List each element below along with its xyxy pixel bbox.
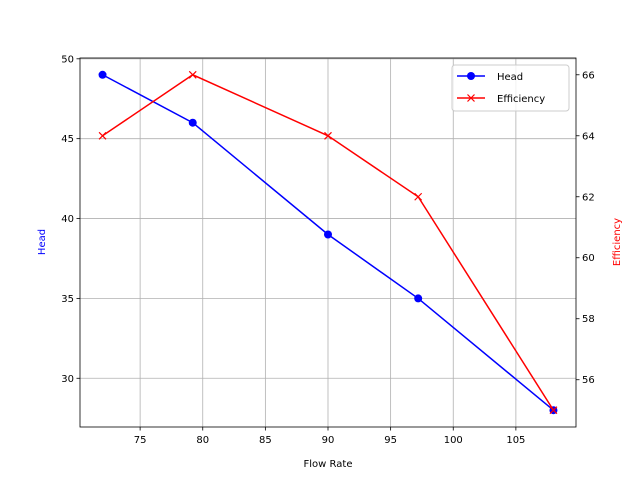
legend-efficiency-label: Efficiency [497,94,545,105]
y-tick-label-left: 45 [61,134,74,145]
head-point [414,294,423,303]
x-tick-label: 85 [259,435,272,446]
y-axis-label-left: Head [37,229,48,255]
y-tick-label-right: 62 [582,192,595,203]
y-tick-label-left: 35 [61,294,74,305]
x-tick-label: 75 [134,435,147,446]
x-mark-stroke [98,131,107,140]
x-mark-stroke [549,406,558,415]
head-point [188,118,197,127]
y-tick-label-right: 56 [582,375,595,386]
y-tick-label-right: 58 [582,314,595,325]
y-tick-label-left: 50 [61,54,74,65]
legend-efficiency-marker [467,94,475,102]
head-point [324,230,332,239]
efficiency-point [549,406,558,415]
x-mark-stroke [414,192,423,201]
x-tick-label: 80 [196,435,209,446]
ticks: 75 80 85 90 95 100 105 30 35 40 45 50 56 58 60 62 64 66 [61,54,594,446]
grid [80,58,576,427]
efficiency-point [414,192,423,201]
head-point [98,70,107,79]
x-tick-label: 100 [444,435,463,446]
legend-head-marker [467,72,475,80]
legend: Head Efficiency [451,64,570,112]
legend-head-label: Head [497,72,523,83]
x-tick-label: 95 [384,435,397,446]
x-mark-stroke [324,131,332,140]
x-mark-stroke [188,70,197,79]
y-tick-label-left: 30 [61,374,74,385]
efficiency-point [324,131,332,140]
series-layer [98,70,558,415]
y-tick-label-right: 64 [582,131,595,142]
efficiency-point [188,70,197,79]
y-tick-label-right: 60 [582,253,595,264]
x-mark-stroke [467,94,475,102]
y-tick-label-right: 66 [582,70,595,81]
x-axis-label: Flow Rate [304,459,353,470]
efficiency-point [98,131,107,140]
y-tick-label-left: 40 [61,214,74,225]
y-axis-label-right: Efficiency [612,218,623,266]
x-tick-label: 105 [506,435,525,446]
x-tick-label: 90 [322,435,335,446]
